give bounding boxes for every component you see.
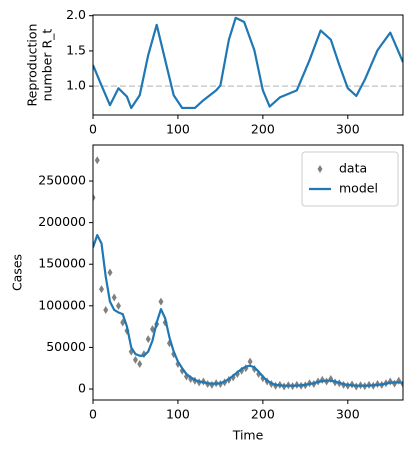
axes: 0 100 200 300 0 50000 100000 150000 200000 250000… — [10, 144, 404, 443]
data-point — [209, 380, 215, 389]
legend-box — [301, 151, 399, 207]
y-tick-label: 1.0 — [66, 78, 86, 93]
x-tick-label: 300 — [336, 122, 360, 137]
series-line — [93, 16, 403, 110]
x-tick-label: 200 — [251, 407, 275, 422]
y-tick-label: 1.5 — [66, 42, 86, 57]
legend-marker — [317, 165, 323, 173]
data-point — [111, 293, 117, 302]
legend-label: model — [339, 181, 378, 196]
y-tick-label: 200000 — [38, 214, 86, 229]
data-point — [132, 355, 138, 364]
data-point — [98, 285, 104, 294]
axes-frame — [92, 14, 404, 116]
data-point — [137, 360, 143, 369]
data-point — [158, 297, 164, 306]
y-tick-label: 100000 — [38, 297, 86, 312]
data-point — [93, 193, 96, 202]
x-tick-label: 200 — [251, 122, 275, 137]
data-point — [247, 357, 253, 366]
y-axis-label: Reproduction — [25, 24, 40, 107]
y-axis-label: number R_t — [40, 29, 55, 102]
y-tick-label: 250000 — [38, 173, 86, 188]
axes: 0 100 200 300 1.0 1.5 2.0 Reproduction number R_… — [25, 7, 404, 137]
x-axis-label: Time — [232, 428, 264, 443]
y-tick-label: 0 — [78, 381, 86, 396]
data-point — [94, 156, 100, 165]
y-tick-label: 50000 — [46, 339, 86, 354]
y-tick-label: 150000 — [38, 256, 86, 271]
y-tick-label: 2.0 — [66, 7, 86, 22]
x-tick-label: 100 — [166, 407, 190, 422]
data-point — [107, 268, 113, 277]
data-point — [115, 301, 121, 310]
x-tick-label: 100 — [166, 122, 190, 137]
axes-frame — [92, 144, 404, 401]
x-tick-label: 0 — [89, 122, 97, 137]
y-axis-label: Cases — [10, 254, 25, 291]
series-line — [93, 234, 403, 387]
x-tick-label: 0 — [89, 407, 97, 422]
data-point — [145, 335, 151, 344]
data-point — [103, 305, 109, 314]
legend-label: data — [339, 161, 367, 176]
x-tick-label: 300 — [336, 407, 360, 422]
